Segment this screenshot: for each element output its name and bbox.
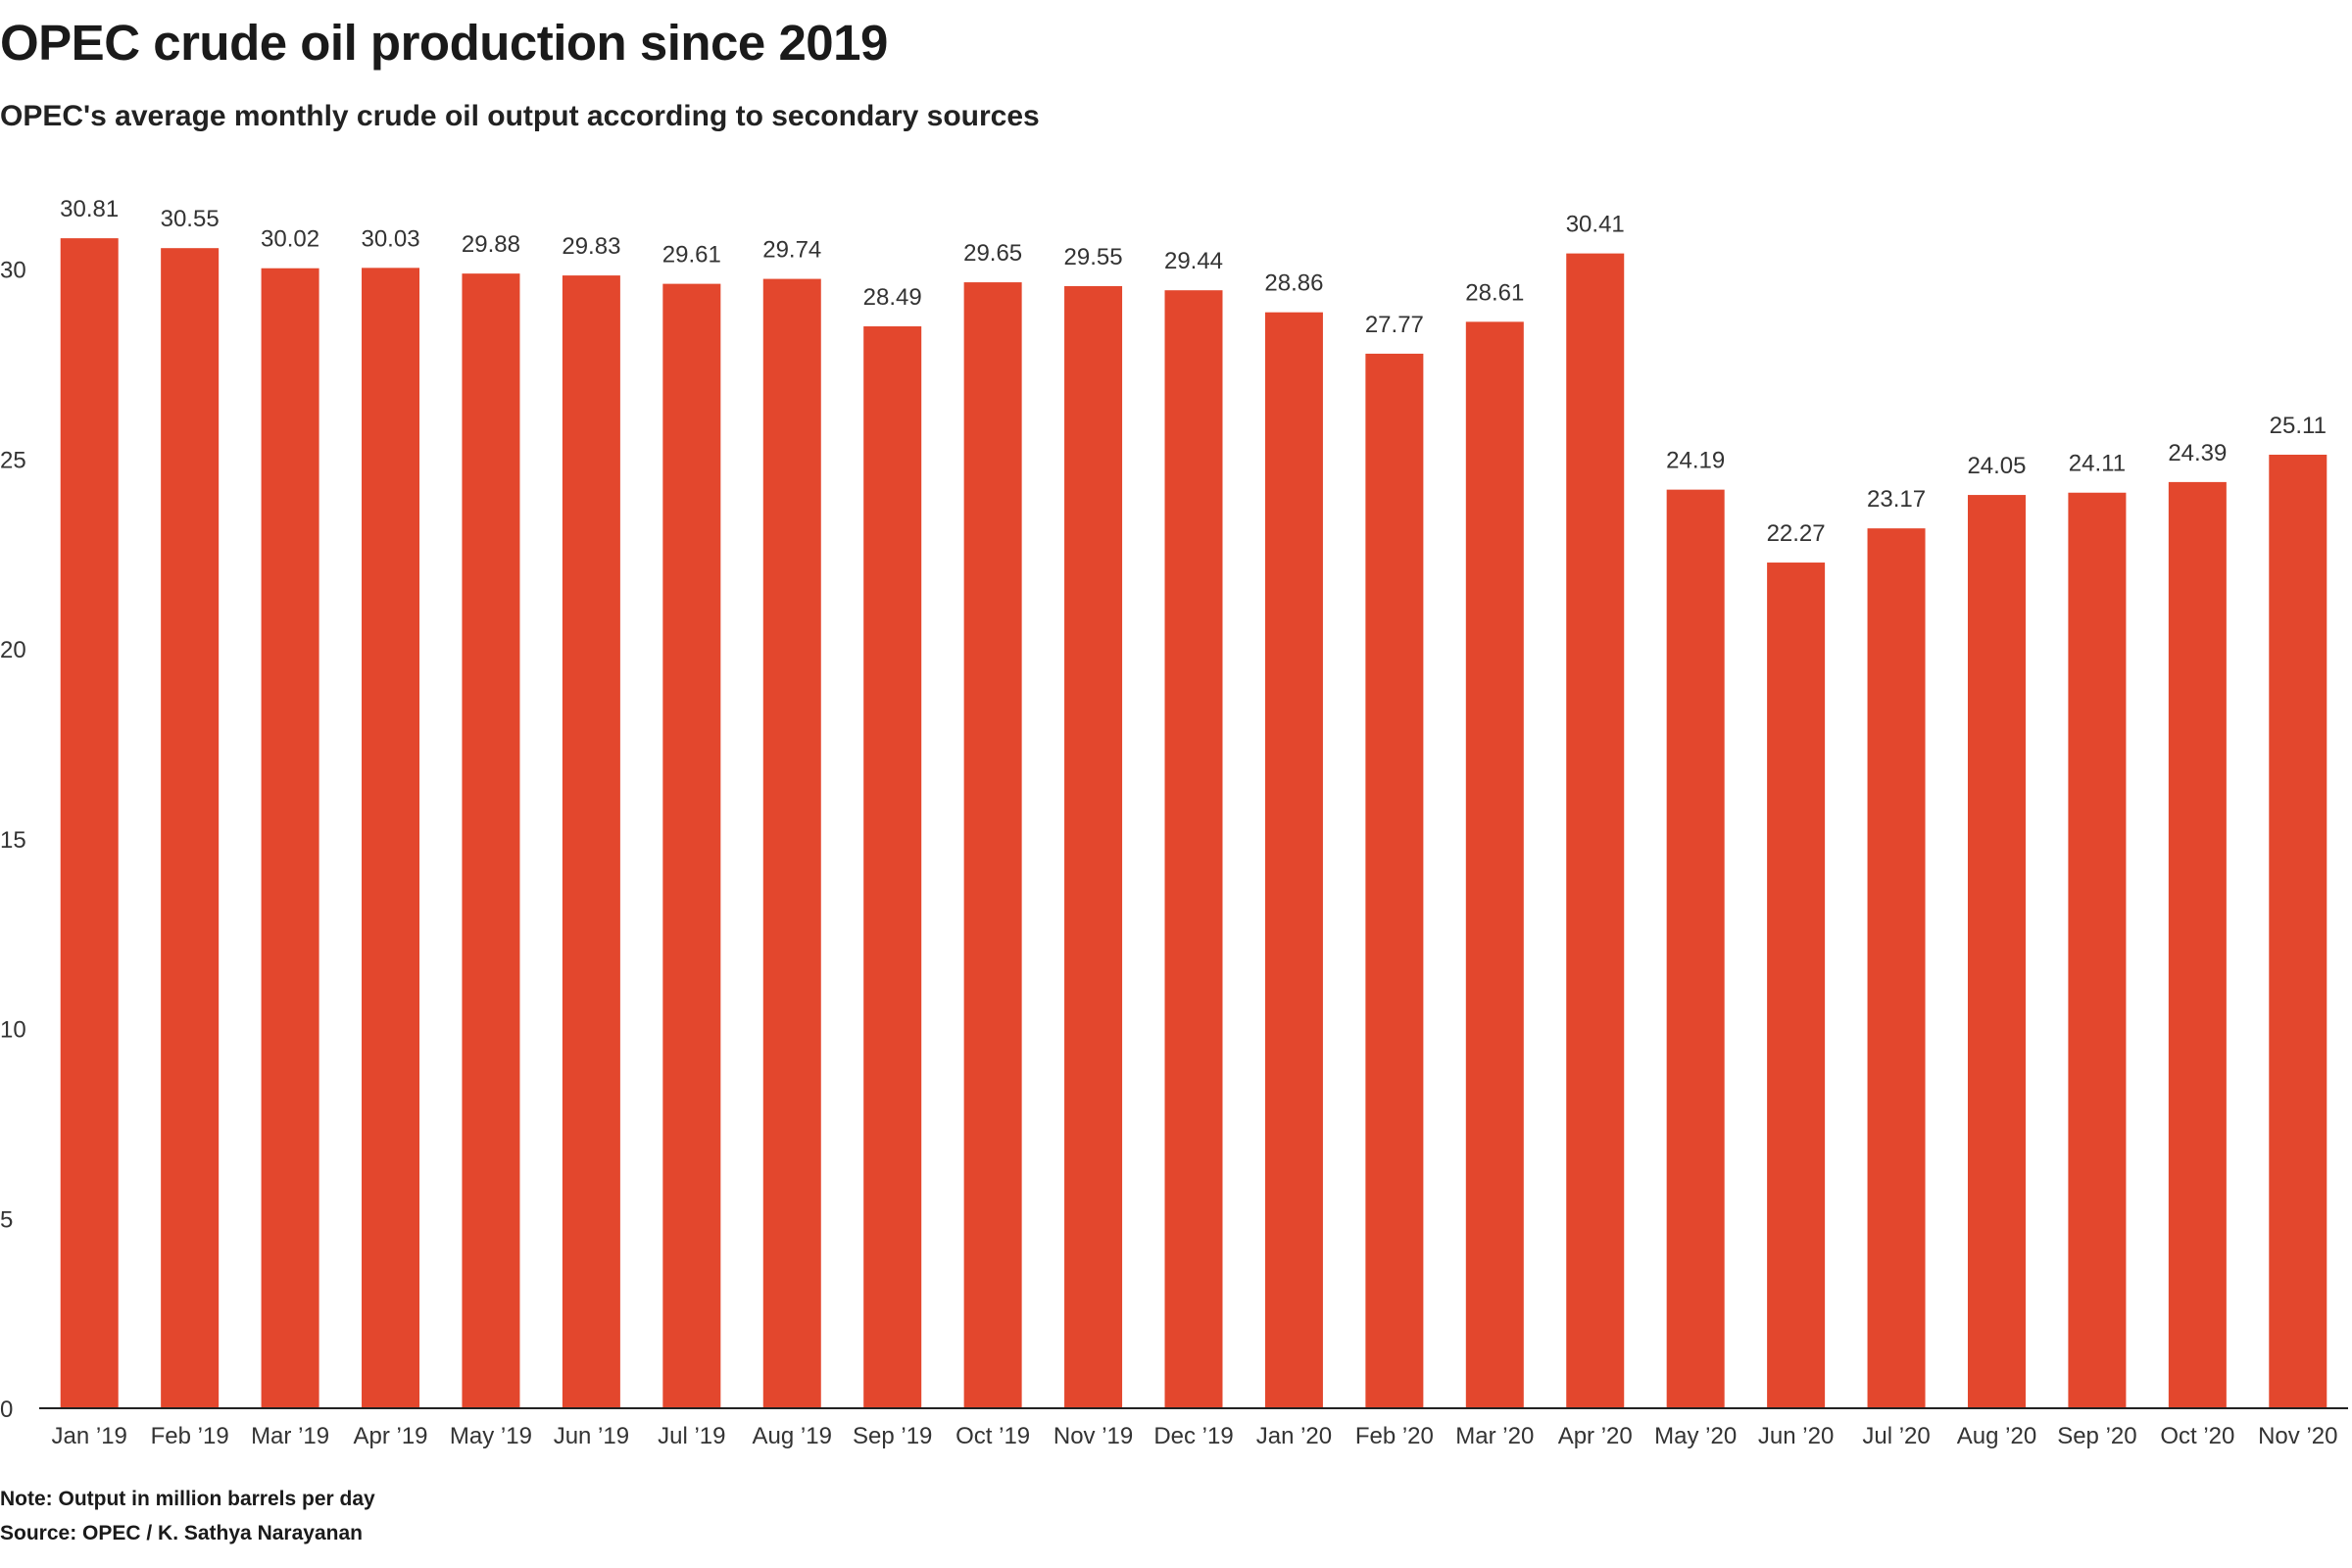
bar-22 bbox=[2269, 454, 2328, 1408]
chart-subtitle: OPEC's average monthly crude oil output … bbox=[0, 100, 1040, 132]
x-tick-label-9: Oct ’19 bbox=[956, 1423, 1030, 1449]
x-tick-label-8: Sep ’19 bbox=[853, 1423, 932, 1449]
data-label-22: 25.11 bbox=[2270, 413, 2327, 439]
x-axis: Jan ’19 Feb ’19 Mar ’19 Apr ’19 May ’19 Jun ’… bbox=[52, 1423, 2338, 1449]
bar-21 bbox=[2168, 481, 2227, 1408]
data-label-18: 23.17 bbox=[1867, 486, 1926, 513]
y-tick-label-25: 25 bbox=[0, 447, 26, 473]
data-label-6: 29.61 bbox=[662, 242, 721, 269]
x-tick-label-13: Feb ’20 bbox=[1355, 1423, 1434, 1449]
data-label-12: 28.86 bbox=[1264, 270, 1323, 297]
y-tick-label-10: 10 bbox=[0, 1017, 26, 1044]
bar-12 bbox=[1264, 312, 1323, 1408]
chart-source: Source: OPEC / K. Sathya Narayanan bbox=[0, 1522, 363, 1544]
data-label-9: 29.65 bbox=[963, 240, 1022, 267]
bar-4 bbox=[462, 273, 520, 1408]
x-tick-label-4: May ’19 bbox=[450, 1423, 532, 1449]
data-label-8: 28.49 bbox=[863, 284, 922, 311]
data-label-14: 28.61 bbox=[1465, 279, 1524, 306]
x-tick-label-7: Aug ’19 bbox=[753, 1423, 832, 1449]
data-label-1: 30.55 bbox=[161, 206, 220, 232]
x-tick-label-15: Apr ’20 bbox=[1558, 1423, 1633, 1449]
y-tick-label-5: 5 bbox=[0, 1206, 13, 1233]
bar-6 bbox=[662, 283, 721, 1408]
x-tick-label-14: Mar ’20 bbox=[1455, 1423, 1534, 1449]
chart-note: Note: Output in million barrels per day bbox=[0, 1488, 375, 1510]
bar-3 bbox=[362, 268, 420, 1408]
bar-0 bbox=[60, 238, 119, 1408]
bar-10 bbox=[1064, 285, 1123, 1408]
bar-8 bbox=[863, 326, 922, 1409]
data-label-17: 22.27 bbox=[1767, 520, 1826, 547]
bar-19 bbox=[1967, 495, 2026, 1408]
y-tick-label-15: 15 bbox=[0, 827, 26, 854]
bar-11 bbox=[1164, 290, 1223, 1409]
bar-1 bbox=[161, 248, 220, 1408]
bar-7 bbox=[762, 278, 821, 1409]
data-label-15: 30.41 bbox=[1566, 212, 1625, 238]
data-label-21: 24.39 bbox=[2168, 440, 2227, 466]
bar-16 bbox=[1666, 489, 1725, 1408]
bar-15 bbox=[1566, 253, 1625, 1408]
x-tick-label-1: Feb ’19 bbox=[151, 1423, 229, 1449]
data-label-0: 30.81 bbox=[60, 196, 119, 222]
bar-2 bbox=[261, 268, 319, 1409]
x-tick-label-20: Sep ’20 bbox=[2057, 1423, 2136, 1449]
bar-17 bbox=[1767, 563, 1826, 1408]
data-label-19: 24.05 bbox=[1967, 453, 2026, 479]
data-label-2: 30.02 bbox=[261, 226, 319, 253]
data-label-13: 27.77 bbox=[1365, 312, 1424, 338]
x-tick-label-11: Dec ’19 bbox=[1153, 1423, 1233, 1449]
bar-5 bbox=[562, 275, 620, 1408]
bar-18 bbox=[1867, 528, 1926, 1408]
bars bbox=[60, 238, 2328, 1409]
x-tick-label-22: Nov ’20 bbox=[2258, 1423, 2337, 1449]
x-tick-label-18: Jul ’20 bbox=[1862, 1423, 1930, 1449]
x-tick-label-21: Oct ’20 bbox=[2160, 1423, 2234, 1449]
y-tick-label-20: 20 bbox=[0, 637, 26, 663]
x-tick-label-10: Nov ’19 bbox=[1054, 1423, 1133, 1449]
data-label-3: 30.03 bbox=[361, 225, 419, 252]
data-label-4: 29.88 bbox=[462, 231, 520, 258]
data-label-20: 24.11 bbox=[2069, 451, 2126, 477]
x-tick-label-3: Apr ’19 bbox=[353, 1423, 427, 1449]
x-tick-label-19: Aug ’20 bbox=[1957, 1423, 2036, 1449]
chart-title: OPEC crude oil production since 2019 bbox=[0, 15, 888, 71]
data-label-16: 24.19 bbox=[1666, 448, 1725, 474]
data-label-11: 29.44 bbox=[1164, 248, 1223, 274]
x-tick-label-12: Jan ’20 bbox=[1256, 1423, 1332, 1449]
x-tick-label-16: May ’20 bbox=[1654, 1423, 1737, 1449]
bar-14 bbox=[1465, 321, 1524, 1408]
y-axis: 0 5 10 15 20 25 30 bbox=[0, 258, 26, 1424]
x-tick-label-17: Jun ’20 bbox=[1758, 1423, 1834, 1449]
data-label-5: 29.83 bbox=[562, 233, 620, 260]
bar-9 bbox=[963, 282, 1022, 1408]
data-label-10: 29.55 bbox=[1064, 244, 1123, 270]
x-tick-label-2: Mar ’19 bbox=[251, 1423, 329, 1449]
value-labels: 30.81 30.55 30.02 30.03 29.88 29.83 29.61 29.74… bbox=[60, 196, 2327, 547]
x-tick-label-0: Jan ’19 bbox=[52, 1423, 127, 1449]
data-label-7: 29.74 bbox=[762, 237, 821, 264]
bar-20 bbox=[2068, 492, 2127, 1408]
y-tick-label-0: 0 bbox=[0, 1396, 13, 1423]
x-tick-label-5: Jun ’19 bbox=[554, 1423, 629, 1449]
x-tick-label-6: Jul ’19 bbox=[658, 1423, 725, 1449]
bar-13 bbox=[1365, 353, 1424, 1409]
y-tick-label-30: 30 bbox=[0, 258, 26, 284]
